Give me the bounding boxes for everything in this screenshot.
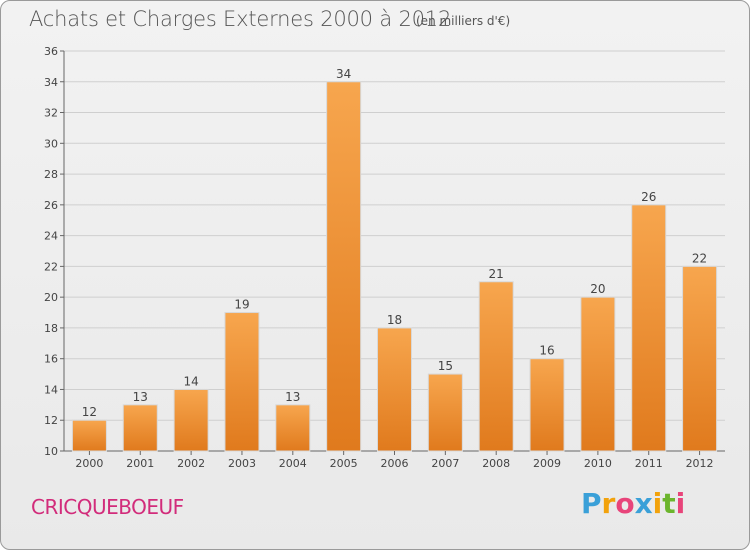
bar bbox=[173, 388, 209, 452]
y-tick-label: 10 bbox=[44, 445, 58, 458]
bar bbox=[529, 358, 565, 452]
bar bbox=[326, 81, 362, 452]
y-tick-label: 30 bbox=[44, 137, 58, 150]
x-tick-label: 2012 bbox=[686, 457, 714, 470]
bar bbox=[631, 204, 667, 452]
bar-value-label: 26 bbox=[641, 190, 656, 204]
y-tick-label: 22 bbox=[44, 260, 58, 273]
x-tick-label: 2011 bbox=[635, 457, 663, 470]
chart-subtitle: (en milliers d'€) bbox=[416, 14, 511, 28]
bar-value-label: 14 bbox=[183, 374, 198, 388]
bar bbox=[682, 265, 718, 452]
y-tick-label: 16 bbox=[44, 353, 58, 366]
y-tick-label: 24 bbox=[44, 230, 58, 243]
y-tick-label: 32 bbox=[44, 107, 58, 120]
logo-letter: i bbox=[675, 487, 686, 520]
bar-value-label: 12 bbox=[82, 405, 97, 419]
y-tick-label: 14 bbox=[44, 383, 58, 396]
x-tick-label: 2004 bbox=[279, 457, 307, 470]
logo-letter: t bbox=[662, 487, 676, 520]
bar-value-label: 21 bbox=[489, 267, 504, 281]
y-tick-label: 18 bbox=[44, 322, 58, 335]
x-tick-label: 2009 bbox=[533, 457, 561, 470]
x-tick-label: 2008 bbox=[482, 457, 510, 470]
y-tick-label: 34 bbox=[44, 76, 58, 89]
bar bbox=[71, 419, 107, 452]
bar-value-label: 16 bbox=[539, 344, 554, 358]
bar bbox=[122, 404, 158, 452]
town-name: CRICQUEBOEUF bbox=[31, 495, 184, 519]
proxiti-logo[interactable]: Proxiti bbox=[581, 487, 685, 520]
x-tick-label: 2010 bbox=[584, 457, 612, 470]
bar bbox=[377, 327, 412, 452]
x-tick-label: 2007 bbox=[431, 457, 459, 470]
x-tick-label: 2001 bbox=[126, 457, 154, 470]
bar-value-label: 18 bbox=[387, 313, 402, 327]
bar-value-label: 15 bbox=[438, 359, 453, 373]
bar-value-label: 20 bbox=[590, 282, 605, 296]
logo-letter: P bbox=[581, 487, 602, 520]
logo-letter: x bbox=[634, 487, 653, 520]
bar bbox=[478, 281, 514, 452]
y-tick-label: 12 bbox=[44, 414, 58, 427]
logo-letter: o bbox=[615, 487, 635, 520]
x-tick-label: 2006 bbox=[381, 457, 409, 470]
bar-value-label: 13 bbox=[285, 390, 300, 404]
logo-letter: i bbox=[652, 487, 663, 520]
bar bbox=[580, 296, 616, 452]
y-tick-label: 20 bbox=[44, 291, 58, 304]
bar-value-label: 19 bbox=[234, 298, 249, 312]
bar bbox=[275, 404, 311, 452]
chart-title: Achats et Charges Externes 2000 à 2012 bbox=[29, 7, 452, 31]
bar bbox=[427, 373, 463, 452]
bar-value-label: 13 bbox=[133, 390, 148, 404]
x-tick-label: 2005 bbox=[330, 457, 358, 470]
logo-letter: r bbox=[601, 487, 616, 520]
bar-value-label: 34 bbox=[336, 67, 351, 81]
y-tick-label: 36 bbox=[44, 45, 58, 58]
y-tick-label: 26 bbox=[44, 199, 58, 212]
y-tick-label: 28 bbox=[44, 168, 58, 181]
x-tick-label: 2002 bbox=[177, 457, 205, 470]
bar bbox=[224, 312, 260, 452]
x-tick-label: 2003 bbox=[228, 457, 256, 470]
x-tick-label: 2000 bbox=[75, 457, 103, 470]
bar-value-label: 22 bbox=[692, 251, 707, 265]
